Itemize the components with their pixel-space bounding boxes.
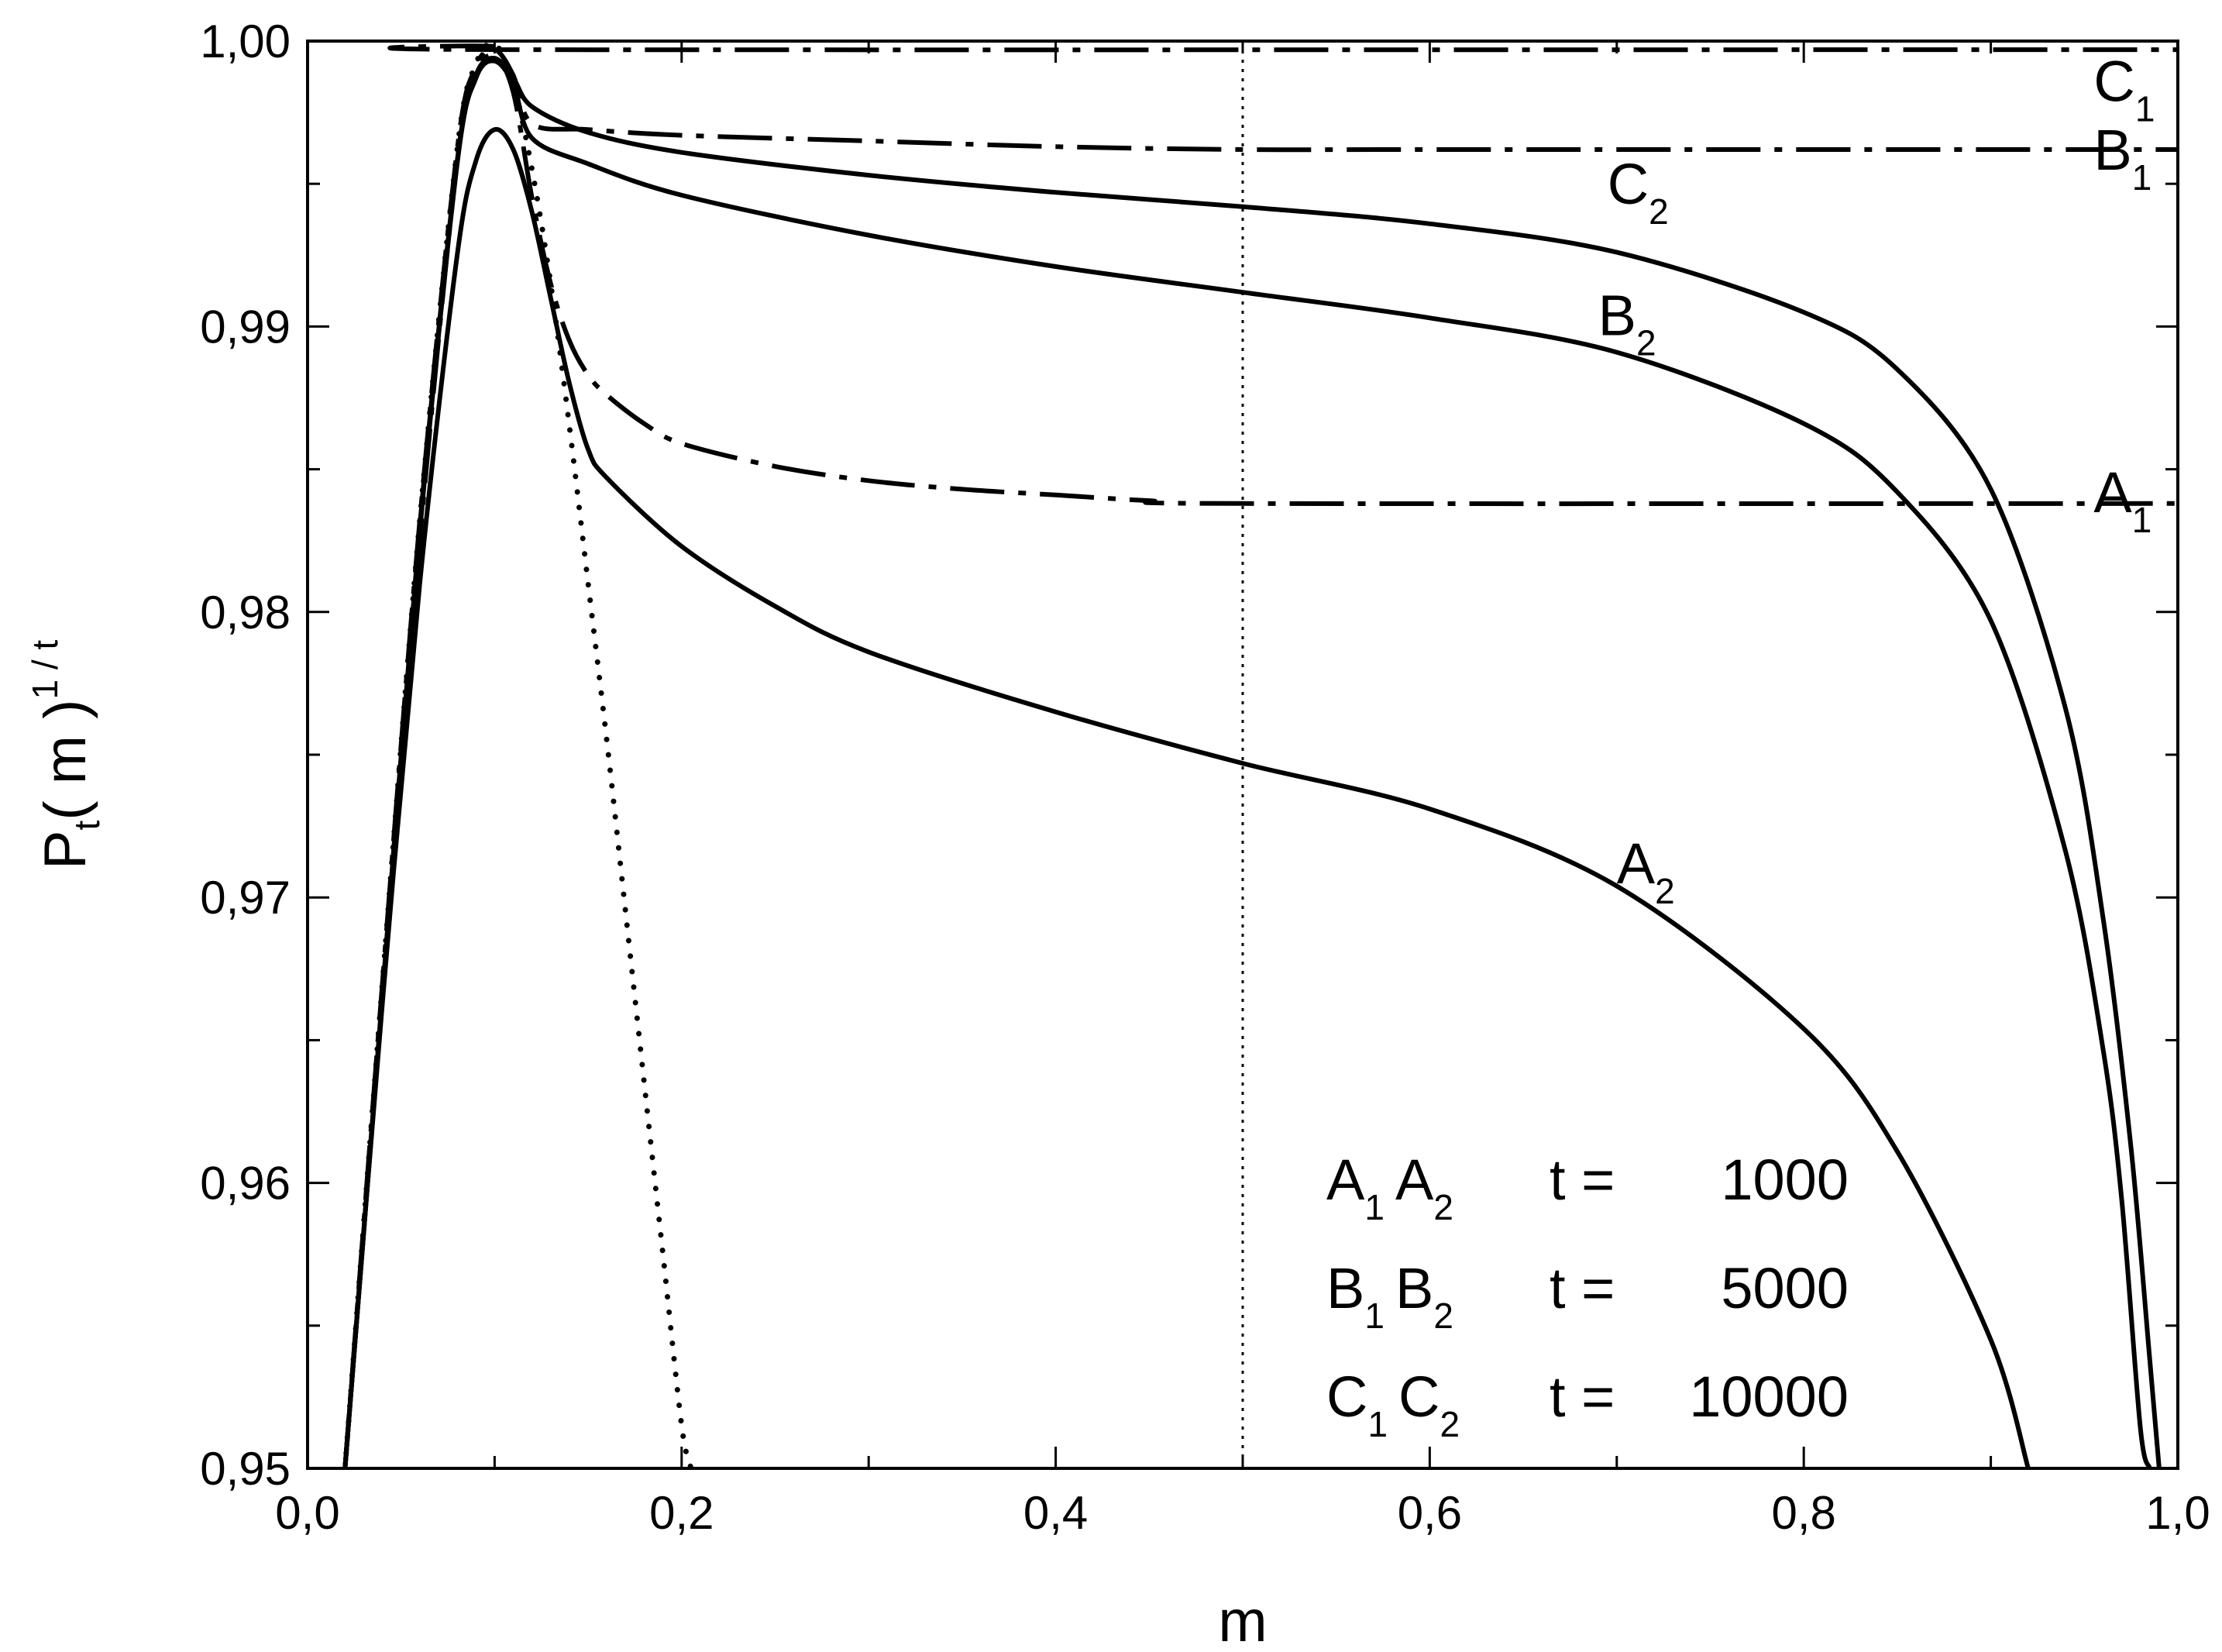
x-tick-label: 0,4 xyxy=(1023,1487,1088,1539)
x-tick-label: 0,0 xyxy=(275,1487,339,1539)
legend-equals: t = xyxy=(1550,1148,1615,1212)
y-tick-label: 0,95 xyxy=(200,1443,291,1495)
y-tick-label: 0,96 xyxy=(200,1158,291,1210)
legend-series-pair: C1 C2 xyxy=(1326,1365,1460,1444)
legend-series-main: C xyxy=(1398,1365,1439,1429)
curve-label-main: A xyxy=(1617,831,1656,896)
curve-label: C1 xyxy=(2093,49,2155,129)
series-line xyxy=(342,56,2162,1468)
curve-label-sub: 2 xyxy=(1636,322,1656,363)
curve-label-sub: 2 xyxy=(1655,871,1675,911)
legend-value: 5000 xyxy=(1721,1256,1849,1320)
series-line xyxy=(342,41,694,1468)
legend-series-main: C xyxy=(1326,1365,1367,1429)
y-axis-title-base: P xyxy=(33,830,98,869)
curve-label-main: B xyxy=(1598,283,1636,347)
tick-labels: 0,0 0,2 0,4 0,6 0,8 1,0 0,95 0,96 0,97 0,98 0,99 1,… xyxy=(200,15,2210,1539)
y-tick-label: 0,99 xyxy=(200,301,291,353)
y-axis-title-sub: t xyxy=(67,820,107,830)
curve-label-main: C xyxy=(2093,49,2134,113)
legend-equals: t = xyxy=(1550,1365,1615,1429)
curve-label: A1 xyxy=(2093,460,2151,540)
curve-label-sub: 2 xyxy=(1649,191,1669,232)
legend-series-main: B xyxy=(1395,1256,1433,1320)
legend-series-sub: 1 xyxy=(1367,1404,1388,1444)
legend-series-main: B xyxy=(1326,1256,1364,1320)
legend-value: 1000 xyxy=(1721,1148,1849,1212)
x-tick-label: 0,8 xyxy=(1771,1487,1835,1539)
x-axis-title: m xyxy=(1218,1588,1267,1652)
legend-series-sub: 1 xyxy=(1364,1187,1384,1227)
y-axis-title: Pt( m )1 / t xyxy=(25,640,107,870)
x-tick-label: 0,6 xyxy=(1398,1487,1462,1539)
legend-value: 10000 xyxy=(1689,1365,1849,1429)
curve-label: A2 xyxy=(1617,831,1675,911)
series-line xyxy=(342,52,2178,1468)
curves xyxy=(342,41,2178,1468)
legend-series-main: A xyxy=(1395,1148,1434,1212)
curve-label-main: B xyxy=(2093,118,2131,182)
legend-series-pair: A1 A2 xyxy=(1326,1148,1453,1227)
y-tick-label: 0,97 xyxy=(200,872,291,924)
y-tick-label: 0,98 xyxy=(200,587,291,638)
curve-label-main: C xyxy=(1608,152,1649,216)
y-axis-title-mid: ( m ) xyxy=(33,700,98,821)
legend-equals: t = xyxy=(1550,1256,1615,1320)
series-line xyxy=(342,43,2178,1468)
legend-series-sub: 2 xyxy=(1433,1187,1453,1227)
series-line xyxy=(342,46,2178,1468)
curve-label: B1 xyxy=(2093,118,2151,198)
legend-series-main: A xyxy=(1326,1148,1365,1212)
series-line xyxy=(342,126,2031,1468)
curve-label-sub: 1 xyxy=(2132,157,2152,198)
x-tick-label: 0,2 xyxy=(649,1487,714,1539)
curve-label-main: A xyxy=(2093,460,2132,525)
curve-label: C2 xyxy=(1608,152,1669,232)
curve-label-sub: 1 xyxy=(2132,500,2152,540)
x-tick-label: 1,0 xyxy=(2145,1487,2210,1539)
legend-series-sub: 2 xyxy=(1433,1296,1453,1336)
curve-label: B2 xyxy=(1598,283,1656,363)
legend-series-pair: B1 B2 xyxy=(1326,1256,1453,1336)
legend-series-sub: 1 xyxy=(1364,1296,1384,1336)
y-tick-label: 1,00 xyxy=(200,15,291,67)
y-axis-title-sup: 1 / t xyxy=(25,640,65,700)
legend-series-sub: 2 xyxy=(1440,1404,1460,1444)
curve-label-sub: 1 xyxy=(2135,88,2155,129)
